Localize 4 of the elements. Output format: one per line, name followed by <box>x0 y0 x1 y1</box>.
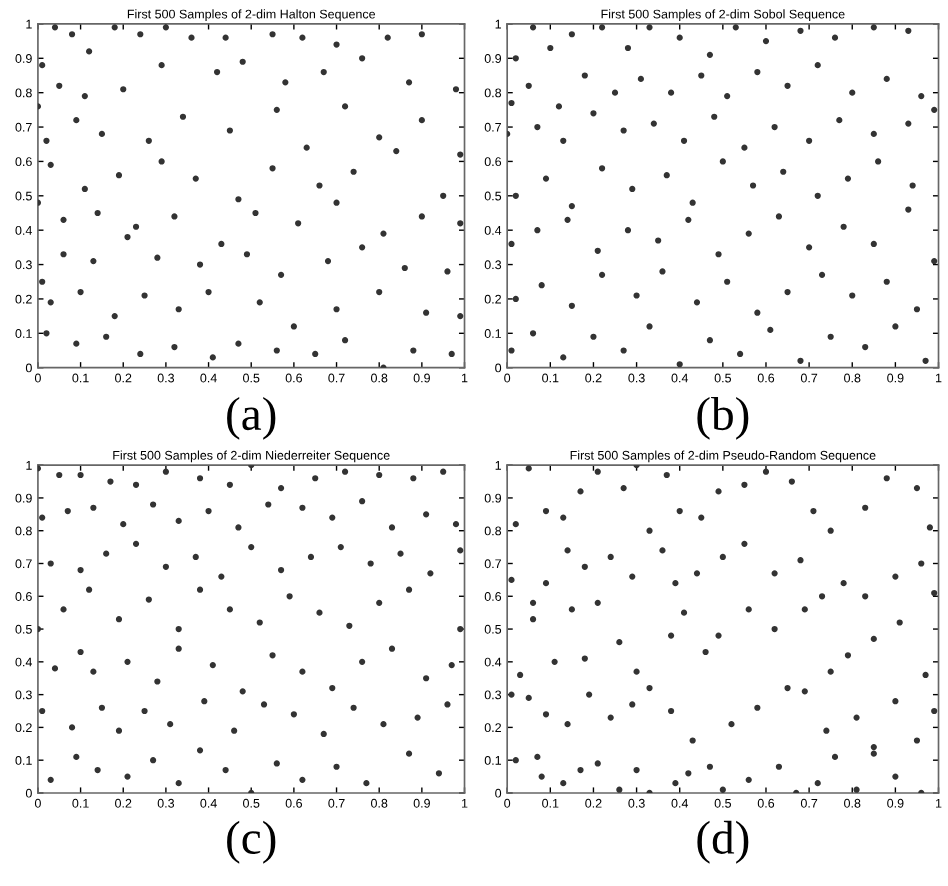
text: (b) <box>697 396 749 440</box>
text: (c) <box>227 820 276 864</box>
text: (d) <box>697 820 749 864</box>
text: (a) <box>227 396 276 440</box>
